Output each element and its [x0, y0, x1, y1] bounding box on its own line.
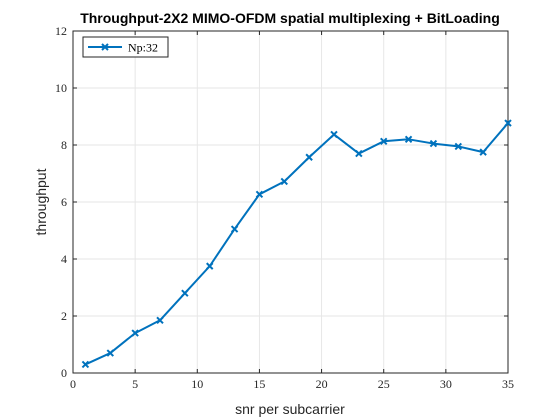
data-point-marker: [479, 148, 487, 156]
x-axis-label: snr per subcarrier: [235, 401, 345, 417]
y-tick-label: 2: [61, 309, 67, 323]
y-axis-ticks: 0 2 4 6 8 10 12: [55, 24, 508, 380]
chart-title: Throughput-2X2 MIMO-OFDM spatial multipl…: [80, 10, 500, 26]
data-point-marker: [404, 135, 413, 144]
legend-swatch-np32: [88, 43, 122, 51]
data-point-marker: [429, 139, 438, 148]
x-tick-label: 25: [378, 377, 390, 391]
legend-box: [82, 36, 169, 58]
data-point-marker: [305, 153, 313, 161]
data-point-marker: [330, 130, 338, 139]
y-axis-label: throughput: [33, 168, 49, 235]
data-point-marker: [106, 349, 114, 357]
y-tick-label: 12: [55, 24, 67, 38]
legend: Np:32: [82, 36, 169, 58]
data-point-marker: [230, 225, 239, 233]
x-tick-label: 0: [70, 377, 76, 391]
x-tick-label: 35: [502, 377, 514, 391]
legend-entry-np32: Np:32: [128, 41, 158, 55]
x-tick-label: 5: [132, 377, 138, 391]
data-point-marker: [206, 262, 214, 270]
data-point-marker: [156, 316, 164, 324]
y-tick-label: 6: [61, 195, 67, 209]
data-point-marker: [380, 137, 388, 146]
data-point-marker: [81, 360, 90, 369]
data-point-marker: [280, 177, 288, 186]
series-line: [85, 122, 509, 366]
x-tick-label: 30: [440, 377, 452, 391]
y-tick-label: 4: [61, 252, 67, 266]
data-point-marker: [454, 142, 462, 151]
x-tick-label: 20: [316, 377, 328, 391]
data-point-marker: [181, 289, 189, 297]
y-tick-label: 10: [55, 81, 67, 95]
x-axis-ticks: 0 5 10 15 20 25 30 35: [70, 31, 514, 391]
data-point-marker: [255, 190, 264, 199]
y-tick-label: 0: [61, 366, 67, 380]
series-layer: [81, 119, 512, 369]
x-tick-label: 15: [253, 377, 265, 391]
y-tick-label: 8: [61, 138, 67, 152]
data-point-marker: [355, 149, 363, 158]
data-point-marker: [131, 329, 139, 337]
x-tick-label: 10: [191, 377, 203, 391]
data-point-marker: [504, 119, 512, 127]
